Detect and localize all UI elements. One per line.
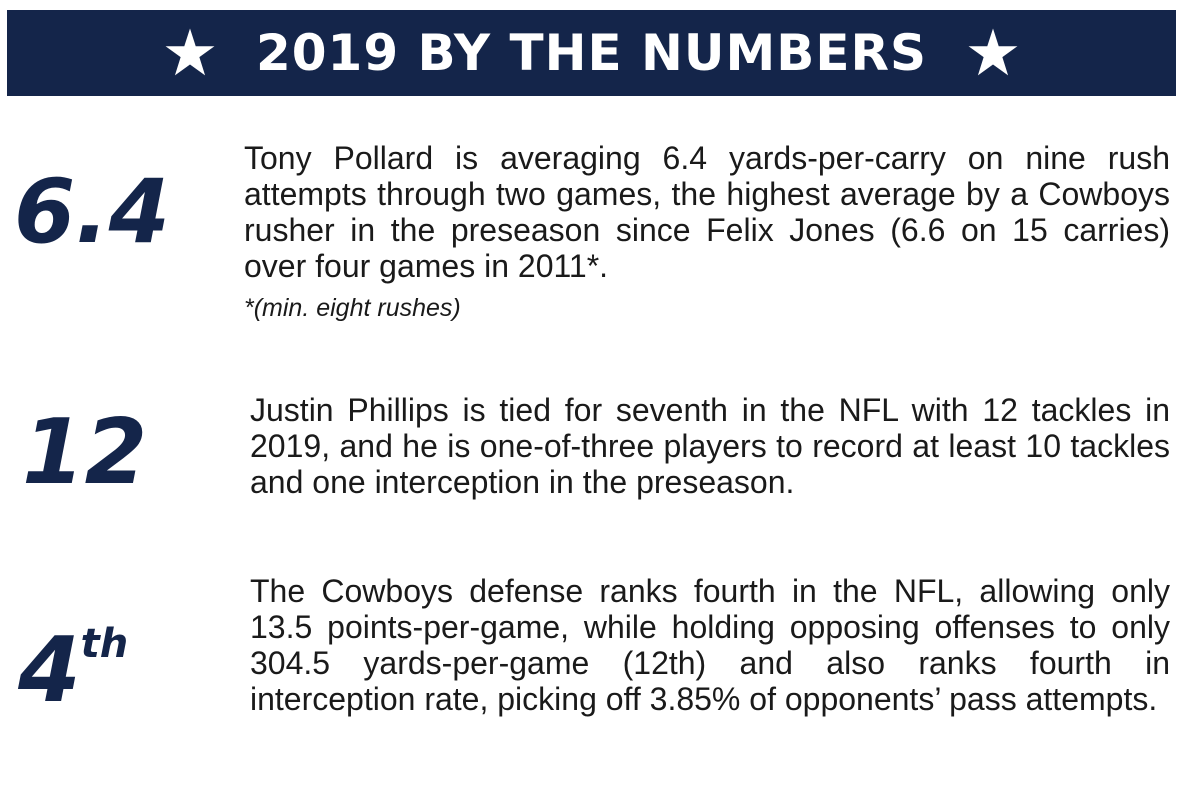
stat-number: 12	[22, 400, 148, 505]
stat-description: The Cowboys defense ranks fourth in the …	[250, 573, 1170, 717]
star-icon	[165, 28, 215, 76]
stat-description: Tony Pollard is averaging 6.4 yards-per-…	[244, 140, 1170, 284]
stat-description: Justin Phillips is tied for seventh in t…	[250, 392, 1170, 500]
header-content: 2019 BY THE NUMBERS	[164, 24, 1019, 82]
stat-number-suffix: th	[80, 621, 129, 667]
stat-number-value: 4	[18, 618, 81, 723]
stat-number: 4th	[18, 624, 128, 716]
star-icon	[968, 28, 1018, 76]
stat-number: 6.4	[14, 160, 170, 263]
page-title: 2019 BY THE NUMBERS	[255, 24, 928, 82]
header-banner: 2019 BY THE NUMBERS	[7, 10, 1176, 96]
stat-footnote: *(min. eight rushes)	[244, 294, 461, 322]
